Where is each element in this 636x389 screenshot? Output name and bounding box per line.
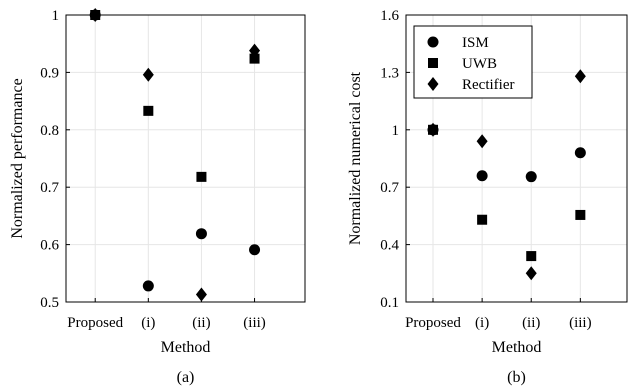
x-tick-label: Proposed — [67, 315, 123, 331]
panel-a: 0.5 0.6 0.7 0.8 0.9 1 Proposed (i) (ii) (iii) Nor… — [9, 8, 306, 386]
y-tick-label: 0.7 — [380, 180, 399, 196]
marker-uwb-1 — [477, 214, 488, 225]
marker-rectifier-2 — [195, 287, 207, 302]
marker-uwb-1 — [143, 105, 154, 116]
y-axis-label: Normalized performance — [9, 78, 26, 238]
y-tick-label: 1 — [52, 8, 60, 24]
y-tick-label: 1.3 — [380, 65, 399, 81]
marker-uwb-3 — [575, 209, 586, 220]
legend-label-rectifier: Rectifier — [462, 77, 514, 93]
legend: ISM UWB Rectifier — [413, 25, 533, 99]
marker-ism-2 — [195, 228, 207, 240]
y-axis-label: Normalized numerical cost — [347, 71, 364, 245]
legend-label-uwb: UWB — [462, 56, 497, 72]
x-tick-label: Proposed — [405, 315, 461, 331]
y-tick-label: 0.8 — [40, 123, 59, 139]
x-tick-label: (iii) — [569, 315, 592, 331]
marker-rectifier-2 — [525, 266, 537, 281]
y-tick-label: 1 — [392, 123, 400, 139]
marker-uwb-2 — [526, 251, 537, 262]
plot-frame — [405, 14, 628, 303]
marker-ism-2 — [525, 171, 537, 183]
marker-rectifier-3 — [249, 43, 261, 58]
legend-label-ism: ISM — [462, 35, 489, 51]
marker-rectifier-0 — [427, 122, 439, 137]
marker-uwb-2 — [196, 171, 207, 182]
marker-rectifier-3 — [574, 69, 586, 84]
marker-rectifier-1 — [476, 134, 488, 149]
y-tick-label: 0.4 — [380, 238, 399, 254]
marker-rectifier-0 — [89, 8, 101, 22]
marker-uwb-3 — [249, 53, 260, 64]
marker-ism-3 — [574, 147, 586, 159]
x-tick-label: (ii) — [522, 315, 540, 331]
x-tick-label: (i) — [475, 315, 489, 331]
y-tick-label: 1.6 — [380, 8, 399, 24]
legend-marker-rectifier — [427, 77, 439, 91]
x-tick-label: (iii) — [243, 315, 266, 331]
panel-label: (a) — [177, 369, 195, 386]
marker-ism-1 — [476, 170, 488, 182]
y-tick-label: 0.1 — [380, 295, 399, 311]
x-tick-label: (i) — [141, 315, 155, 331]
panel-b: 0.1 0.4 0.7 1 1.3 1.6 Proposed (i) (ii) (iii) Nor… — [347, 8, 628, 386]
y-tick-label: 0.5 — [40, 295, 59, 311]
x-axis-label: Method — [161, 339, 211, 356]
marker-ism-3 — [249, 244, 261, 256]
x-tick-label: (ii) — [192, 315, 210, 331]
marker-ism-1 — [142, 280, 154, 292]
marker-rectifier-1 — [142, 67, 154, 82]
x-axis-label: Method — [492, 339, 542, 356]
legend-marker-uwb — [428, 58, 438, 68]
y-tick-label: 0.7 — [40, 180, 59, 196]
legend-marker-ism — [427, 36, 439, 48]
y-tick-label: 0.6 — [40, 238, 59, 254]
plot-frame — [65, 14, 306, 303]
y-tick-label: 0.9 — [40, 65, 59, 81]
panel-label: (b) — [507, 369, 526, 386]
